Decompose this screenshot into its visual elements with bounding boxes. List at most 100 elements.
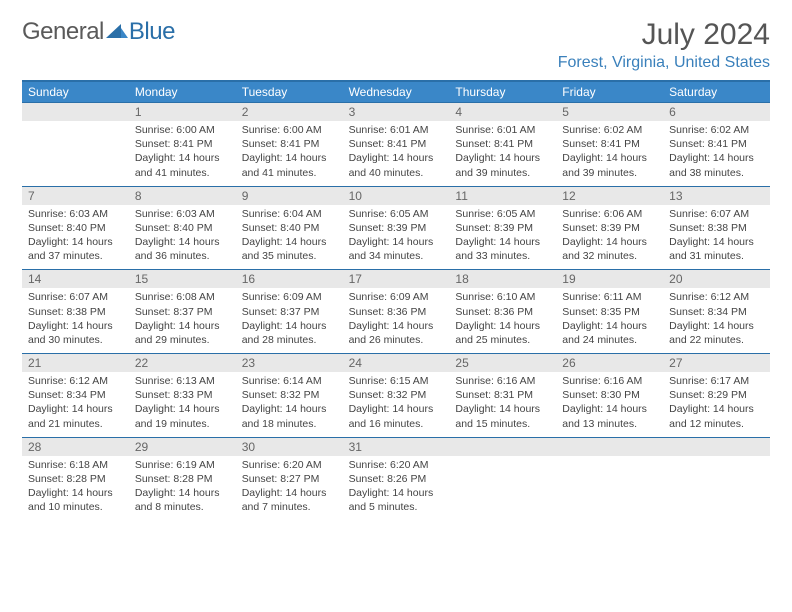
sunrise-label: Sunrise: 6:19 AM — [135, 458, 230, 472]
day-number: 30 — [236, 438, 343, 456]
sunrise-label: Sunrise: 6:08 AM — [135, 290, 230, 304]
sunrise-label: Sunrise: 6:18 AM — [28, 458, 123, 472]
day-number — [22, 103, 129, 121]
day-cell: Sunrise: 6:11 AMSunset: 8:35 PMDaylight:… — [556, 288, 663, 353]
day-cell: Sunrise: 6:19 AMSunset: 8:28 PMDaylight:… — [129, 456, 236, 521]
day-cell — [449, 456, 556, 521]
daylight-label-1: Daylight: 14 hours — [28, 235, 123, 249]
day-number: 26 — [556, 354, 663, 372]
logo-text-1: General — [22, 18, 104, 46]
day-cell: Sunrise: 6:20 AMSunset: 8:26 PMDaylight:… — [343, 456, 450, 521]
sunset-label: Sunset: 8:41 PM — [455, 137, 550, 151]
daylight-label-2: and 5 minutes. — [349, 500, 444, 514]
day-cell: Sunrise: 6:00 AMSunset: 8:41 PMDaylight:… — [129, 121, 236, 186]
daylight-label-2: and 41 minutes. — [135, 166, 230, 180]
sunset-label: Sunset: 8:40 PM — [135, 221, 230, 235]
sunrise-label: Sunrise: 6:10 AM — [455, 290, 550, 304]
daylight-label-1: Daylight: 14 hours — [669, 151, 764, 165]
title-block: July 2024 Forest, Virginia, United State… — [558, 18, 770, 72]
sunrise-label: Sunrise: 6:12 AM — [28, 374, 123, 388]
sunrise-label: Sunrise: 6:16 AM — [562, 374, 657, 388]
daylight-label-2: and 30 minutes. — [28, 333, 123, 347]
month-year-title: July 2024 — [558, 18, 770, 52]
daylight-label-2: and 29 minutes. — [135, 333, 230, 347]
daylight-label-1: Daylight: 14 hours — [349, 402, 444, 416]
sunset-label: Sunset: 8:31 PM — [455, 388, 550, 402]
day-cell: Sunrise: 6:06 AMSunset: 8:39 PMDaylight:… — [556, 205, 663, 270]
daylight-label-1: Daylight: 14 hours — [242, 319, 337, 333]
sunset-label: Sunset: 8:28 PM — [28, 472, 123, 486]
day-cell: Sunrise: 6:07 AMSunset: 8:38 PMDaylight:… — [22, 288, 129, 353]
day-number: 24 — [343, 354, 450, 372]
daylight-label-1: Daylight: 14 hours — [455, 402, 550, 416]
sunrise-label: Sunrise: 6:09 AM — [349, 290, 444, 304]
daylight-label-2: and 38 minutes. — [669, 166, 764, 180]
week-row: 14151617181920Sunrise: 6:07 AMSunset: 8:… — [22, 269, 770, 353]
day-header: Saturday — [663, 82, 770, 102]
sunrise-label: Sunrise: 6:11 AM — [562, 290, 657, 304]
daylight-label-1: Daylight: 14 hours — [562, 402, 657, 416]
sunrise-label: Sunrise: 6:05 AM — [455, 207, 550, 221]
day-cell: Sunrise: 6:02 AMSunset: 8:41 PMDaylight:… — [663, 121, 770, 186]
week-row: 28293031Sunrise: 6:18 AMSunset: 8:28 PMD… — [22, 437, 770, 521]
day-cell: Sunrise: 6:14 AMSunset: 8:32 PMDaylight:… — [236, 372, 343, 437]
day-number: 3 — [343, 103, 450, 121]
sunrise-label: Sunrise: 6:14 AM — [242, 374, 337, 388]
day-number: 22 — [129, 354, 236, 372]
week-row: 21222324252627Sunrise: 6:12 AMSunset: 8:… — [22, 353, 770, 437]
sunset-label: Sunset: 8:26 PM — [349, 472, 444, 486]
sunset-label: Sunset: 8:36 PM — [455, 305, 550, 319]
daylight-label-2: and 18 minutes. — [242, 417, 337, 431]
sunrise-label: Sunrise: 6:12 AM — [669, 290, 764, 304]
sunrise-label: Sunrise: 6:03 AM — [28, 207, 123, 221]
day-cell: Sunrise: 6:03 AMSunset: 8:40 PMDaylight:… — [22, 205, 129, 270]
daylight-label-2: and 39 minutes. — [455, 166, 550, 180]
day-cell: Sunrise: 6:05 AMSunset: 8:39 PMDaylight:… — [343, 205, 450, 270]
day-header: Monday — [129, 82, 236, 102]
day-header: Tuesday — [236, 82, 343, 102]
day-number: 7 — [22, 187, 129, 205]
day-number: 14 — [22, 270, 129, 288]
daylight-label-2: and 33 minutes. — [455, 249, 550, 263]
sunset-label: Sunset: 8:38 PM — [28, 305, 123, 319]
day-number: 20 — [663, 270, 770, 288]
daylight-label-2: and 16 minutes. — [349, 417, 444, 431]
sunset-label: Sunset: 8:30 PM — [562, 388, 657, 402]
daylight-label-1: Daylight: 14 hours — [562, 235, 657, 249]
daylight-label-1: Daylight: 14 hours — [28, 486, 123, 500]
sunset-label: Sunset: 8:41 PM — [349, 137, 444, 151]
sunrise-label: Sunrise: 6:07 AM — [669, 207, 764, 221]
daylight-label-1: Daylight: 14 hours — [28, 319, 123, 333]
day-cell: Sunrise: 6:07 AMSunset: 8:38 PMDaylight:… — [663, 205, 770, 270]
daylight-label-2: and 40 minutes. — [349, 166, 444, 180]
daylight-label-1: Daylight: 14 hours — [562, 319, 657, 333]
day-number: 23 — [236, 354, 343, 372]
sunrise-label: Sunrise: 6:20 AM — [242, 458, 337, 472]
day-cell: Sunrise: 6:05 AMSunset: 8:39 PMDaylight:… — [449, 205, 556, 270]
sunset-label: Sunset: 8:41 PM — [562, 137, 657, 151]
day-number: 17 — [343, 270, 450, 288]
day-cell: Sunrise: 6:15 AMSunset: 8:32 PMDaylight:… — [343, 372, 450, 437]
daylight-label-2: and 21 minutes. — [28, 417, 123, 431]
day-number: 4 — [449, 103, 556, 121]
location-label: Forest, Virginia, United States — [558, 54, 770, 72]
sunset-label: Sunset: 8:41 PM — [135, 137, 230, 151]
day-cell: Sunrise: 6:00 AMSunset: 8:41 PMDaylight:… — [236, 121, 343, 186]
day-number: 18 — [449, 270, 556, 288]
day-cell: Sunrise: 6:12 AMSunset: 8:34 PMDaylight:… — [22, 372, 129, 437]
sunset-label: Sunset: 8:33 PM — [135, 388, 230, 402]
day-cell: Sunrise: 6:16 AMSunset: 8:31 PMDaylight:… — [449, 372, 556, 437]
day-cell: Sunrise: 6:16 AMSunset: 8:30 PMDaylight:… — [556, 372, 663, 437]
daylight-label-1: Daylight: 14 hours — [669, 235, 764, 249]
logo: General Blue — [22, 18, 175, 46]
sunrise-label: Sunrise: 6:20 AM — [349, 458, 444, 472]
week-row: 123456Sunrise: 6:00 AMSunset: 8:41 PMDay… — [22, 102, 770, 186]
sunset-label: Sunset: 8:32 PM — [349, 388, 444, 402]
logo-mark-icon — [106, 18, 128, 46]
day-cell: Sunrise: 6:09 AMSunset: 8:37 PMDaylight:… — [236, 288, 343, 353]
sunset-label: Sunset: 8:40 PM — [242, 221, 337, 235]
day-number: 6 — [663, 103, 770, 121]
daylight-label-2: and 31 minutes. — [669, 249, 764, 263]
daylight-label-1: Daylight: 14 hours — [28, 402, 123, 416]
sunrise-label: Sunrise: 6:01 AM — [349, 123, 444, 137]
